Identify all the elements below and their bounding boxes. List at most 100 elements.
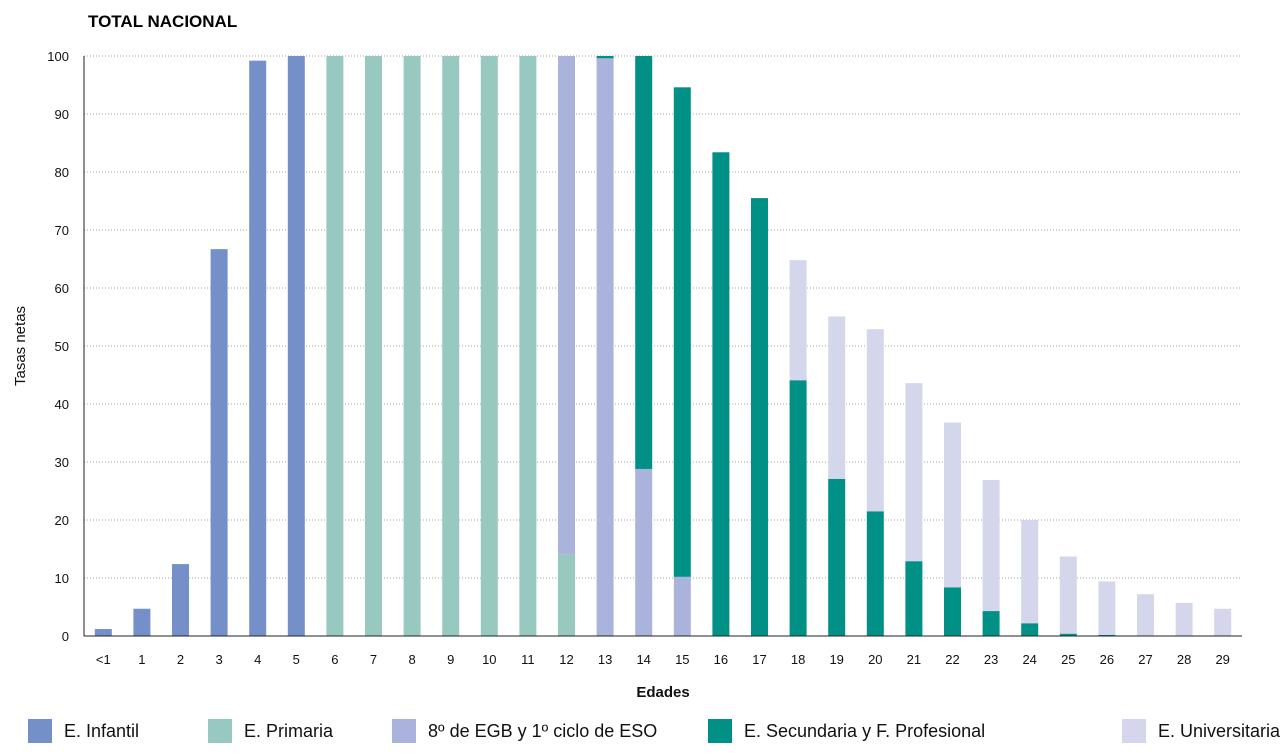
- x-tick-label: 18: [791, 652, 805, 667]
- x-tick-label: <1: [96, 652, 111, 667]
- bar-segment: [1214, 608, 1232, 636]
- x-tick-label: 19: [829, 652, 843, 667]
- bar-segment: [751, 198, 768, 636]
- bar-segment: [1021, 623, 1039, 636]
- bar-segment: [210, 249, 228, 636]
- bar-segment: [1059, 633, 1077, 636]
- bar-segment: [635, 56, 653, 469]
- y-tick-label: 100: [47, 49, 69, 64]
- bar-segment: [558, 56, 575, 555]
- gridlines: [84, 55, 1242, 579]
- y-tick-label: 90: [55, 107, 69, 122]
- bar-segment: [982, 479, 1000, 612]
- bar-segment: [1021, 520, 1039, 624]
- bar-segment: [828, 316, 846, 479]
- y-tick-label: 10: [55, 571, 69, 586]
- legend-swatch: [1122, 719, 1146, 743]
- y-tick-label: 50: [55, 339, 69, 354]
- x-tick-label: 27: [1138, 652, 1152, 667]
- bar-segment: [712, 152, 730, 636]
- x-tick-label: 13: [598, 652, 612, 667]
- bar-segment: [596, 58, 614, 636]
- y-tick-labels: 0 10 20 30 40 50 60 70 80 90 100: [47, 49, 69, 644]
- x-tick-label: 21: [907, 652, 921, 667]
- bar-segment: [1059, 556, 1077, 634]
- x-tick-label: 17: [752, 652, 766, 667]
- x-tick-label: 22: [945, 652, 959, 667]
- x-tick-label: 9: [447, 652, 454, 667]
- legend-swatch: [28, 719, 52, 743]
- legend-item: E. Universitaria: [1122, 716, 1280, 746]
- legend-label: E. Secundaria y F. Profesional: [744, 720, 986, 741]
- bar-segment: [558, 554, 575, 636]
- x-tick-label: 6: [331, 652, 338, 667]
- bar-segment: [1098, 634, 1116, 636]
- legend-item: E. Primaria: [208, 716, 333, 746]
- bar-segment: [287, 56, 305, 636]
- y-tick-label: 60: [55, 281, 69, 296]
- y-tick-label: 0: [62, 629, 69, 644]
- bar-segment: [519, 56, 537, 636]
- legend: E. Infantil E. Primaria 8º de EGB y 1º cic…: [0, 716, 1287, 746]
- y-tick-label: 20: [55, 513, 69, 528]
- y-tick-label: 40: [55, 397, 69, 412]
- bar-segment: [866, 511, 884, 636]
- x-tick-label: 16: [714, 652, 728, 667]
- bar-segment: [1098, 581, 1116, 635]
- bar-segment: [905, 383, 923, 562]
- bar-segment: [944, 587, 961, 636]
- chart-canvas: TOTAL NACIONAL 0 10 20 30 40 50 60 70 80 90 100 <1…: [12, 12, 1242, 701]
- x-tick-label: 1: [138, 652, 145, 667]
- legend-swatch: [708, 719, 732, 743]
- bar-segment: [635, 468, 653, 636]
- x-tick-label: 29: [1215, 652, 1229, 667]
- bar-segment: [480, 56, 498, 636]
- chart-title: TOTAL NACIONAL: [88, 12, 237, 31]
- bar-segment: [365, 56, 382, 636]
- x-axis-label: Edades: [636, 684, 689, 701]
- x-tick-label: 14: [636, 652, 650, 667]
- x-tick-label: 25: [1061, 652, 1075, 667]
- bar-segment: [673, 87, 691, 577]
- legend-item: E. Infantil: [28, 716, 139, 746]
- bar-segment: [982, 611, 1000, 636]
- x-tick-label: 5: [293, 652, 300, 667]
- x-tick-label: 26: [1100, 652, 1114, 667]
- bar-segment: [596, 56, 614, 59]
- y-tick-label: 80: [55, 165, 69, 180]
- bar-segment: [866, 329, 884, 512]
- x-tick-label: 15: [675, 652, 689, 667]
- x-tick-label: 7: [370, 652, 377, 667]
- bar-segment: [133, 608, 151, 636]
- legend-swatch: [208, 719, 232, 743]
- x-tick-label: 2: [177, 652, 184, 667]
- y-tick-label: 30: [55, 455, 69, 470]
- bar-segment: [673, 576, 691, 636]
- legend-item: E. Secundaria y F. Profesional: [708, 716, 985, 746]
- y-tick-label: 70: [55, 223, 69, 238]
- legend-swatch: [392, 719, 416, 743]
- bar-segment: [94, 629, 112, 636]
- legend-label: E. Universitaria: [1158, 720, 1281, 741]
- bar-segment: [1137, 594, 1154, 636]
- legend-label: E. Primaria: [244, 720, 334, 741]
- bar-segment: [403, 56, 421, 636]
- bar-segment: [789, 260, 807, 381]
- x-tick-label: 4: [254, 652, 261, 667]
- bar-segment: [442, 56, 460, 636]
- legend-item: 8º de EGB y 1º ciclo de ESO: [392, 716, 657, 746]
- legend-label: E. Infantil: [64, 720, 140, 741]
- x-tick-label: 8: [408, 652, 415, 667]
- x-tick-label: 10: [482, 652, 496, 667]
- bar-segment: [1175, 602, 1193, 636]
- x-tick-label: 3: [215, 652, 222, 667]
- bar-segment: [944, 422, 961, 588]
- bars: [94, 56, 1232, 636]
- bar-segment: [828, 478, 846, 636]
- bar-segment: [326, 56, 344, 636]
- x-tick-label: 11: [521, 652, 535, 667]
- x-tick-label: 23: [984, 652, 998, 667]
- bar-segment: [249, 60, 267, 636]
- x-tick-label: 24: [1022, 652, 1036, 667]
- legend-label: 8º de EGB y 1º ciclo de ESO: [428, 720, 658, 741]
